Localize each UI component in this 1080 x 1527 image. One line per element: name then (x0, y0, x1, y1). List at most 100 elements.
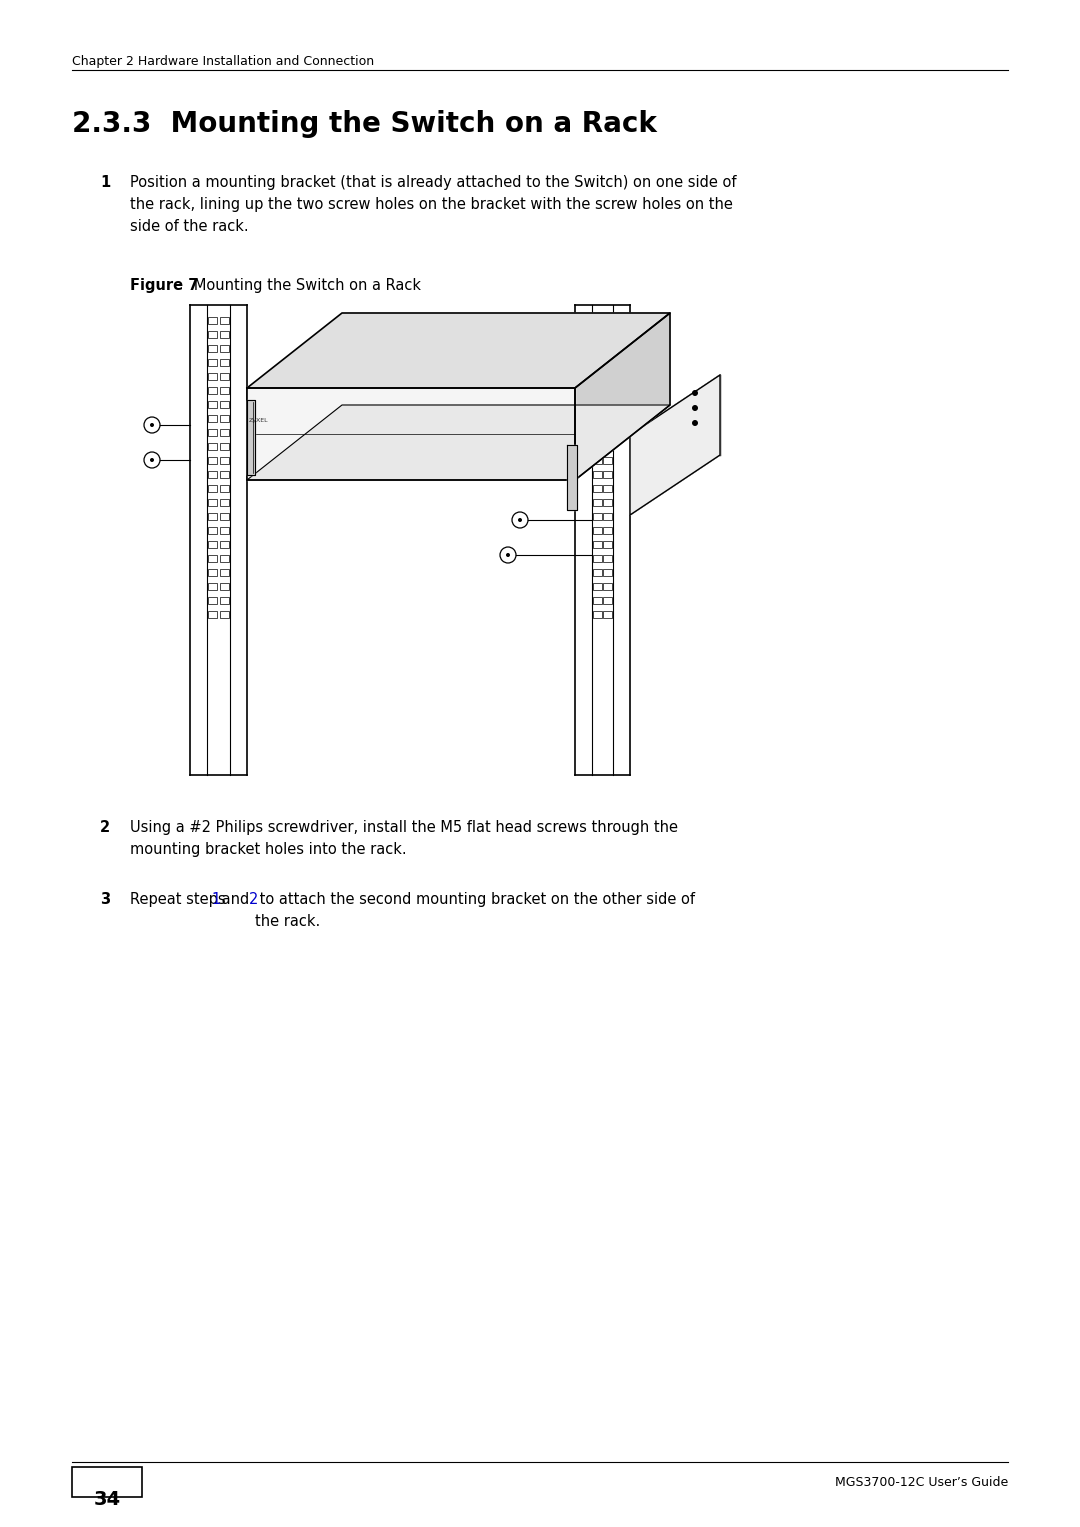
Bar (220, 611, 229, 618)
Bar (72, 1467, 141, 1496)
Bar (208, 373, 217, 380)
Polygon shape (247, 313, 670, 388)
Text: Using a #2 Philips screwdriver, install the M5 flat head screws through the
moun: Using a #2 Philips screwdriver, install … (130, 820, 678, 857)
Circle shape (692, 420, 698, 426)
Bar (208, 318, 217, 324)
Bar (603, 429, 612, 437)
Bar (603, 513, 612, 521)
Bar (220, 331, 229, 337)
Bar (593, 583, 602, 589)
Bar (220, 499, 229, 505)
Bar (593, 541, 602, 548)
Bar (220, 386, 229, 394)
Circle shape (150, 458, 154, 463)
Bar (208, 429, 217, 437)
Text: 34: 34 (94, 1490, 121, 1509)
Text: MGS3700-12C User’s Guide: MGS3700-12C User’s Guide (835, 1477, 1008, 1489)
Bar (220, 429, 229, 437)
Bar (220, 486, 229, 492)
Bar (603, 345, 612, 353)
Text: and: and (217, 892, 255, 907)
Bar (603, 597, 612, 605)
Circle shape (507, 553, 510, 557)
Bar (603, 486, 612, 492)
Bar (208, 415, 217, 421)
Bar (220, 402, 229, 408)
Circle shape (692, 405, 698, 411)
Circle shape (150, 423, 154, 428)
Bar (593, 554, 602, 562)
Polygon shape (247, 388, 575, 479)
Bar (593, 457, 602, 464)
Bar (220, 583, 229, 589)
Bar (603, 415, 612, 421)
Bar (593, 486, 602, 492)
Text: Chapter 2 Hardware Installation and Connection: Chapter 2 Hardware Installation and Conn… (72, 55, 374, 69)
Text: 1: 1 (100, 176, 110, 189)
Bar (208, 513, 217, 521)
Text: 2: 2 (248, 892, 258, 907)
Bar (208, 554, 217, 562)
Bar (593, 345, 602, 353)
Bar (593, 373, 602, 380)
Bar (208, 331, 217, 337)
Bar (593, 415, 602, 421)
Polygon shape (247, 405, 670, 479)
Bar (593, 359, 602, 366)
Bar (220, 541, 229, 548)
Bar (220, 570, 229, 576)
Text: Repeat steps: Repeat steps (130, 892, 230, 907)
Bar (593, 499, 602, 505)
Bar (220, 373, 229, 380)
Bar (603, 470, 612, 478)
Bar (208, 499, 217, 505)
Polygon shape (575, 313, 670, 479)
Text: to attach the second mounting bracket on the other side of
the rack.: to attach the second mounting bracket on… (255, 892, 694, 930)
Bar (208, 486, 217, 492)
Bar (603, 318, 612, 324)
Bar (593, 570, 602, 576)
Bar (208, 541, 217, 548)
Bar (603, 583, 612, 589)
Bar (208, 359, 217, 366)
Polygon shape (247, 400, 255, 475)
Text: 1: 1 (212, 892, 220, 907)
Bar (603, 402, 612, 408)
Text: 2: 2 (100, 820, 110, 835)
Bar (220, 415, 229, 421)
Bar (208, 457, 217, 464)
Bar (593, 429, 602, 437)
Bar (593, 318, 602, 324)
Bar (208, 570, 217, 576)
Bar (603, 611, 612, 618)
Bar (220, 359, 229, 366)
Bar (603, 373, 612, 380)
Bar (220, 527, 229, 534)
Text: 3: 3 (100, 892, 110, 907)
Bar (220, 513, 229, 521)
Bar (603, 554, 612, 562)
Text: Position a mounting bracket (that is already attached to the Switch) on one side: Position a mounting bracket (that is alr… (130, 176, 737, 235)
Bar (593, 597, 602, 605)
Bar (593, 527, 602, 534)
Bar (593, 402, 602, 408)
Bar (603, 457, 612, 464)
Bar (593, 470, 602, 478)
Bar (208, 386, 217, 394)
Text: ZyXEL: ZyXEL (249, 418, 269, 423)
Bar (208, 470, 217, 478)
Bar (593, 331, 602, 337)
Bar (603, 527, 612, 534)
Text: 2.3.3  Mounting the Switch on a Rack: 2.3.3 Mounting the Switch on a Rack (72, 110, 657, 137)
Bar (208, 527, 217, 534)
Bar (220, 597, 229, 605)
Bar (603, 359, 612, 366)
Bar (220, 470, 229, 478)
Bar (208, 402, 217, 408)
Bar (593, 386, 602, 394)
Bar (220, 554, 229, 562)
Polygon shape (567, 444, 577, 510)
Bar (603, 499, 612, 505)
Bar (208, 345, 217, 353)
Bar (220, 345, 229, 353)
